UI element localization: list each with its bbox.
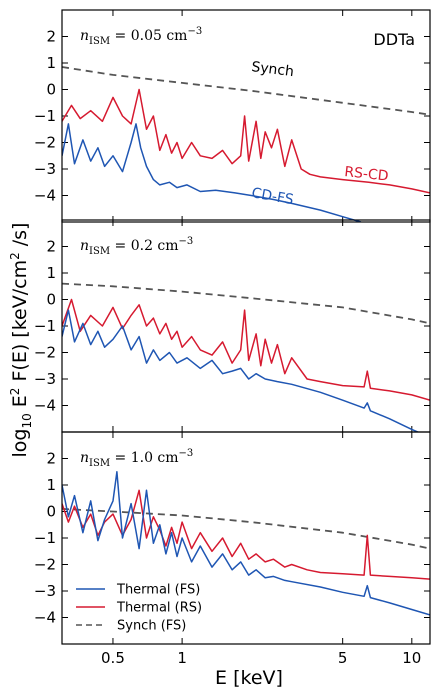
y-tick-label: −4 [34,609,56,627]
y-tick-label: 1 [46,264,56,282]
x-axis-label: E [keV] [215,667,283,689]
legend-entry: Synch (FS) [117,619,186,634]
synch-curve-label: Synch [251,59,295,80]
series-thermal-rs [62,298,430,401]
y-tick-label: 2 [46,28,56,46]
legend-entry: Thermal (RS) [116,601,202,616]
y-tick-label: 2 [46,450,56,468]
y-tick-label: −2 [34,556,56,574]
y-tick-label: −2 [34,134,56,152]
x-tick-label: 1 [177,649,187,667]
y-tick-label: −4 [34,187,56,205]
y-tick-label: 1 [46,476,56,494]
y-tick-label: 0 [46,503,56,521]
x-tick-label: 0.5 [101,649,125,667]
series-thermal-fs [62,123,362,222]
density-annotation: nISM = 0.05 cm−3 [80,26,202,47]
legend-entry: Thermal (FS) [116,583,200,598]
y-tick-label: −1 [34,529,56,547]
series-synch-fs [62,66,430,116]
y-axis-label: log10 E2 F(E) [keV/cm2 /s] [8,223,34,458]
y-tick-label: 0 [46,81,56,99]
model-label: DDTa [373,30,415,49]
x-tick-label: 10 [402,649,421,667]
series-thermal-fs [62,471,430,616]
panel-frame [61,431,431,645]
y-tick-label: −1 [34,317,56,335]
legend: Thermal (FS) Thermal (RS) Synch (FS) [76,583,202,634]
rs-curve-label: RS-CD [344,164,390,185]
y-tick-label: −3 [34,160,56,178]
density-annotation: nISM = 1.0 cm−3 [80,448,193,469]
y-tick-label: −1 [34,107,56,125]
series-synch-fs [62,282,430,325]
y-tick-label: 2 [46,238,56,256]
y-tick-label: 1 [46,54,56,72]
density-annotation: nISM = 0.2 cm−3 [80,236,193,257]
panel-3: −4 −3 −2 −1 0 1 2 nISM = 1.0 cm−3 [34,431,431,645]
series-synch-fs [62,508,430,550]
y-tick-label: −3 [34,370,56,388]
panel-1: −4 −3 −2 −1 0 1 2 nISM = 0.05 cm−3 DDTa Synch RS-C… [34,9,431,223]
series-thermal-rs [62,88,430,194]
x-tick-label: 5 [338,649,348,667]
y-tick-label: −4 [34,397,56,415]
fs-curve-label: CD-FS [250,185,295,208]
panel-2: −4 −3 −2 −1 0 1 2 nISM = 0.2 cm−3 [34,219,431,433]
panel-frame [61,9,431,223]
y-tick-label: −2 [34,344,56,362]
series-thermal-fs [62,309,420,432]
series-thermal-rs [62,489,430,580]
y-tick-label: −3 [34,582,56,600]
y-tick-label: 0 [46,291,56,309]
